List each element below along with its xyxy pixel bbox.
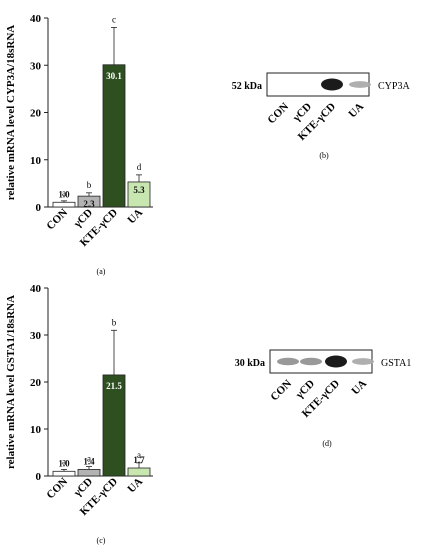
- chart-2-bar: [77, 469, 101, 477]
- chart-2-category-label: UA: [125, 476, 145, 496]
- blot-1-protein-label: CYP3A: [378, 81, 410, 92]
- chart-1-y-tick-label: 20: [30, 108, 42, 120]
- chart-1-y-tick-label: 10: [30, 155, 42, 167]
- blot-1-band: [321, 78, 343, 91]
- chart-1-data-label: 5.3: [133, 185, 145, 195]
- blot-1-lane-label: CON: [265, 101, 291, 127]
- chart-2-data-label: 21.5: [106, 381, 122, 391]
- chart-1-category-label: CON: [44, 207, 70, 233]
- chart-2-significance-letter: a: [137, 450, 141, 460]
- chart-1-data-label: 30.1: [106, 71, 122, 81]
- chart-1-bar: [52, 201, 76, 208]
- chart-2-y-tick-label: 20: [30, 377, 42, 389]
- chart-2-data-label: 1.4: [83, 456, 95, 466]
- chart-1-significance-letter: a: [62, 188, 66, 198]
- blot-2-band: [325, 355, 347, 368]
- chart-1-panel-label: (a): [97, 267, 106, 276]
- chart-2-data-label: 1.0: [58, 458, 70, 468]
- blot-2-lane-label: UA: [349, 378, 369, 398]
- blot-1-band: [349, 81, 371, 88]
- chart-2-bar: [52, 470, 76, 477]
- chart-1-data-label: 1.0: [58, 189, 70, 199]
- chart-2-y-axis-label: relative mRNA level GSTA1/18sRNA: [5, 295, 17, 469]
- blot-2-lane-label: CON: [268, 378, 294, 404]
- blot-2-band: [352, 358, 374, 365]
- blot-2-protein-label: GSTA1: [381, 358, 411, 369]
- blot-1-kda-label: 52 kDa: [232, 81, 262, 92]
- chart-2-data-label: 1.7: [133, 455, 145, 465]
- chart-2-y-tick-label: 0: [36, 471, 42, 483]
- chart-1-category-label: UA: [125, 207, 145, 227]
- chart-1-data-label: 2.3: [83, 199, 95, 209]
- chart-2-significance-letter: a: [62, 456, 66, 466]
- blot-2-panel-label: (d): [322, 439, 332, 448]
- chart-2-y-tick-label: 40: [30, 283, 42, 295]
- blot-2-kda-label: 30 kDa: [235, 358, 265, 369]
- blot-1-panel-label: (b): [319, 151, 329, 160]
- chart-2-panel-label: (c): [97, 536, 106, 545]
- chart-1-y-tick-label: 30: [30, 60, 42, 72]
- chart-1-significance-letter: c: [112, 14, 116, 24]
- chart-2-y-tick-label: 30: [30, 330, 42, 342]
- chart-1-y-tick-label: 0: [36, 202, 42, 214]
- blot-2-band: [300, 357, 322, 366]
- chart-1-y-axis-label: relative mRNA level CYP3A/18sRNA: [5, 25, 17, 201]
- chart-2-category-label: CON: [44, 476, 70, 502]
- blot-1-lane-label: UA: [346, 101, 366, 121]
- chart-2-significance-letter: a: [87, 454, 91, 464]
- chart-1-significance-letter: b: [87, 180, 92, 190]
- chart-2-significance-letter: b: [112, 317, 117, 327]
- chart-1-bar: [102, 64, 126, 208]
- chart-2-y-tick-label: 10: [30, 424, 42, 436]
- chart-2-bar: [127, 467, 151, 477]
- blot-2-band: [277, 357, 299, 366]
- chart-1-significance-letter: d: [137, 162, 142, 172]
- chart-1-y-tick-label: 40: [30, 13, 42, 25]
